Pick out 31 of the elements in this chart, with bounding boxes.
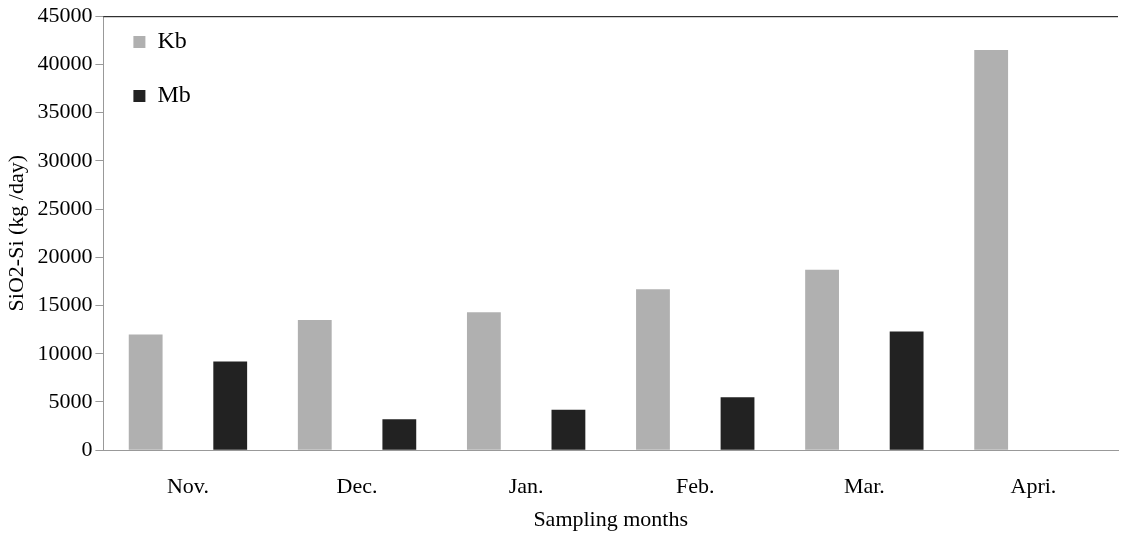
bar: [636, 289, 670, 450]
y-axis-title: SiO2-Si (kg /day): [2, 154, 28, 312]
bar: [297, 320, 332, 450]
bar: [213, 361, 248, 450]
bar: [551, 409, 586, 450]
y-tick-label: 0: [81, 435, 93, 461]
x-tick-label: Mar.: [843, 473, 885, 499]
y-tick-label: 45000: [37, 1, 93, 27]
legend-label: Mb: [157, 81, 191, 108]
y-tick-label: 25000: [37, 194, 93, 220]
x-axis-title: Sampling months: [533, 505, 689, 531]
x-tick-label: Jan.: [508, 473, 544, 499]
y-tick-label: 30000: [37, 146, 93, 172]
bar: [974, 49, 1009, 450]
y-tick-label: 15000: [37, 291, 93, 317]
x-tick-label: Apri.: [1010, 473, 1057, 499]
bar: [466, 312, 501, 450]
bar: [805, 269, 839, 450]
y-tick-label: 35000: [37, 98, 93, 124]
y-tick-label: 5000: [48, 387, 93, 413]
bar: [720, 397, 755, 450]
x-tick-label: Feb.: [676, 473, 715, 499]
y-tick-label: 20000: [37, 243, 93, 269]
bar: [889, 331, 924, 450]
y-tick-label: 40000: [37, 50, 93, 76]
bar: [382, 419, 417, 450]
y-tick-label: 10000: [37, 339, 93, 365]
bar: [128, 334, 163, 450]
legend-label: Kb: [157, 27, 187, 54]
x-tick-label: Dec.: [336, 473, 378, 499]
x-tick-label: Nov.: [166, 473, 209, 499]
